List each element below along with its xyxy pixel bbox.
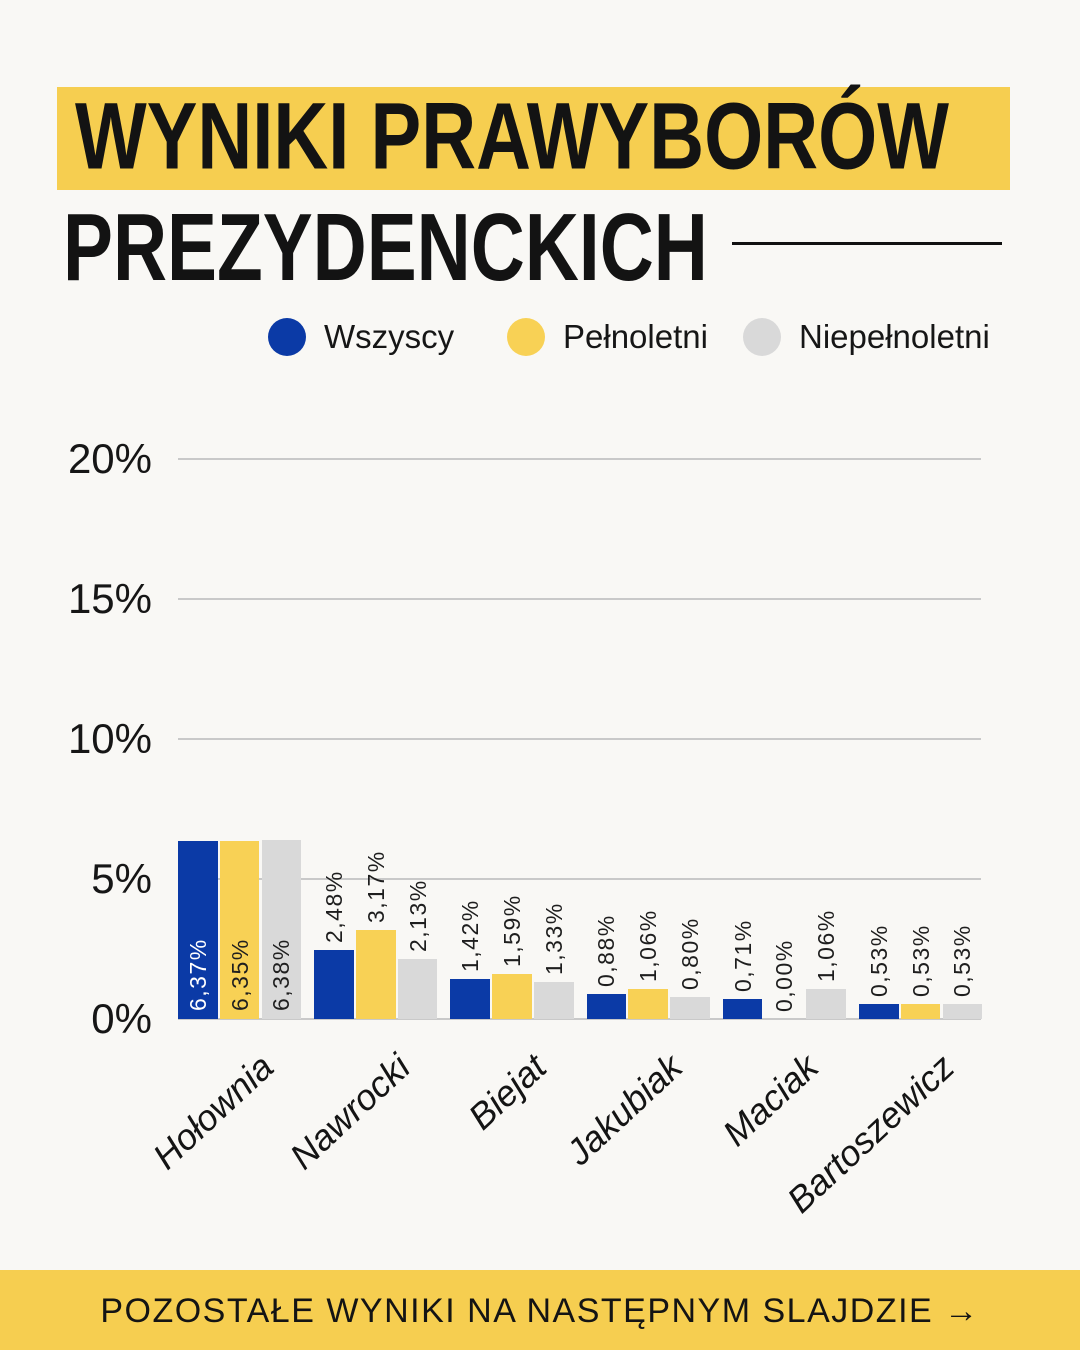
bar-niepełnoletni-hołownia [261,840,302,1019]
bar-value-label: 1,06% [813,909,840,982]
bar-niepełnoletni-jakubiak [670,997,710,1019]
bar-value-label: 6,38% [268,938,295,1011]
page-title-line2: PREZYDENCKICH [63,194,708,301]
gridline [178,1018,981,1020]
bar-value-label: 0,53% [949,924,976,997]
y-axis-tick-label: 10% [67,715,152,762]
bar-value-label: 0,53% [865,924,892,997]
bar-value-label: 2,13% [404,879,431,952]
legend-label: Wszyscy [324,318,455,355]
bar-wszyscy-jakubiak [586,994,627,1019]
gridline [178,878,981,880]
bar-value-label: 1,59% [498,894,525,967]
legend-dot-icon [743,318,781,356]
bar-value-label: 2,48% [320,870,347,943]
title-rule [732,242,1002,245]
x-axis-category-label: Maciak [714,1046,827,1154]
footer-text: POZOSTAŁE WYNIKI NA NASTĘPNYM SLAJDZIE → [100,1292,980,1330]
bar-value-label: 1,42% [457,899,484,972]
x-axis-category-label: Jakubiak [558,1046,691,1173]
bar-value-label: 6,35% [226,938,253,1011]
bar-niepełnoletni-bartoszewicz [942,1004,983,1019]
y-axis-tick-label: 5% [91,855,152,902]
y-axis-tick-label: 15% [67,575,152,622]
bar-value-label: 0,00% [771,939,798,1012]
bar-value-label: 1,06% [635,909,662,982]
bar-niepełnoletni-nawrocki [397,959,438,1019]
x-axis-category-label: Nawrocki [281,1046,418,1177]
legend-dot-icon [268,318,306,356]
bar-niepełnoletni-maciak [806,989,846,1019]
bar-pełnoletni-jakubiak [628,989,668,1019]
x-axis-category-label: Biejat [460,1046,554,1138]
legend-item: Wszyscy [268,318,454,356]
bar-value-label: 0,80% [676,917,703,990]
bar-wszyscy-hołownia [178,841,218,1019]
bar-value-label: 0,53% [907,924,934,997]
bar-value-label: 0,88% [593,914,620,987]
bar-wszyscy-bartoszewicz [859,1004,899,1019]
gridline [178,738,981,740]
legend-item: Pełnoletni [507,318,708,356]
page-title-line1: WYNIKI PRAWYBORÓW [75,82,949,189]
title-banner: WYNIKI PRAWYBORÓW [57,83,1010,190]
bar-niepełnoletni-biejat [534,982,574,1019]
bar-wszyscy-nawrocki [314,950,354,1019]
x-axis-category-label: Hołownia [145,1046,282,1177]
bar-pełnoletni-biejat [492,974,532,1019]
legend-dot-icon [507,318,545,356]
bar-value-label: 1,33% [540,902,567,975]
bar-wszyscy-maciak [722,999,763,1019]
bar-value-label: 6,37% [184,938,211,1011]
footer-banner: POZOSTAŁE WYNIKI NA NASTĘPNYM SLAJDZIE → [0,1270,1080,1350]
gridline [178,458,981,460]
gridline [178,598,981,600]
bar-value-label: 3,17% [362,850,389,923]
legend-item: Niepełnoletni [743,318,990,356]
legend-label: Pełnoletni [563,318,708,355]
bar-pełnoletni-nawrocki [356,930,396,1019]
y-axis-tick-label: 20% [67,435,152,482]
bar-value-label: 0,71% [729,919,756,992]
bar-wszyscy-biejat [450,979,490,1019]
y-axis-tick-label: 0% [91,995,152,1042]
bar-pełnoletni-bartoszewicz [900,1004,941,1019]
bar-pełnoletni-hołownia [219,841,260,1019]
legend-label: Niepełnoletni [799,318,990,355]
